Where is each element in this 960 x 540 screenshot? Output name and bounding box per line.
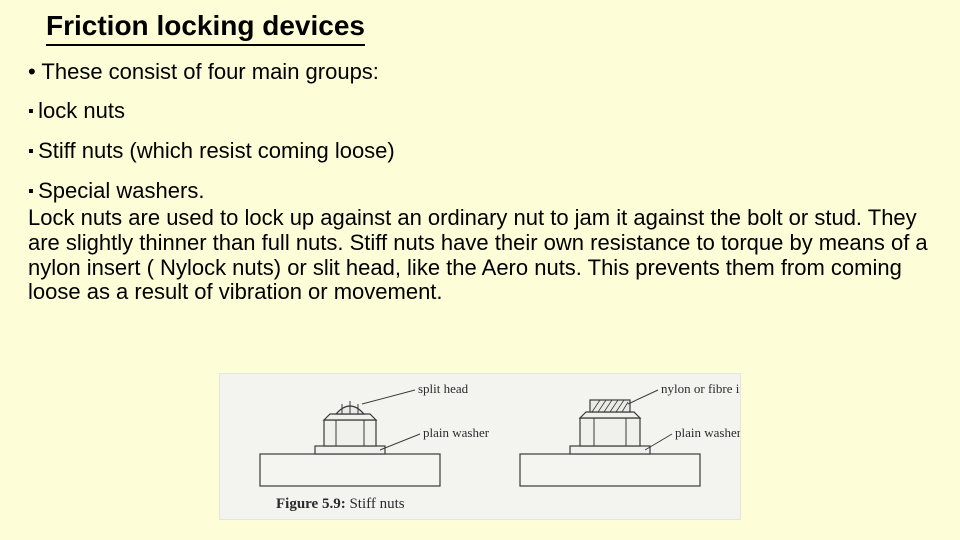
bullet-intro: These consist of four main groups:	[28, 60, 932, 83]
label-split-head: split head	[418, 381, 469, 396]
figure-caption-text: Stiff nuts	[346, 496, 405, 512]
slide-title: Friction locking devices	[46, 10, 365, 46]
figure-caption-prefix: Figure 5.9:	[276, 496, 346, 512]
bullet-item-1: lock nuts	[28, 99, 932, 123]
figure-svg: split head plain washer	[220, 374, 740, 494]
figure-caption: Figure 5.9: Stiff nuts	[276, 496, 740, 513]
body-paragraph: Lock nuts are used to lock up against an…	[28, 206, 928, 305]
label-plain-washer-2: plain washer	[675, 425, 740, 440]
bullet-item-3: Special washers.	[28, 179, 932, 203]
label-nylon-inset: nylon or fibre inset	[661, 381, 740, 396]
left-assembly: split head plain washer	[260, 381, 490, 486]
slide: Friction locking devices These consist o…	[0, 0, 960, 540]
bullet-item-2: Stiff nuts (which resist coming loose)	[28, 139, 932, 163]
figure: split head plain washer	[219, 373, 741, 520]
label-plain-washer-1: plain washer	[423, 425, 490, 440]
title-wrap: Friction locking devices	[28, 10, 932, 50]
right-assembly: nylon or fibre inset plain washer	[520, 381, 740, 486]
